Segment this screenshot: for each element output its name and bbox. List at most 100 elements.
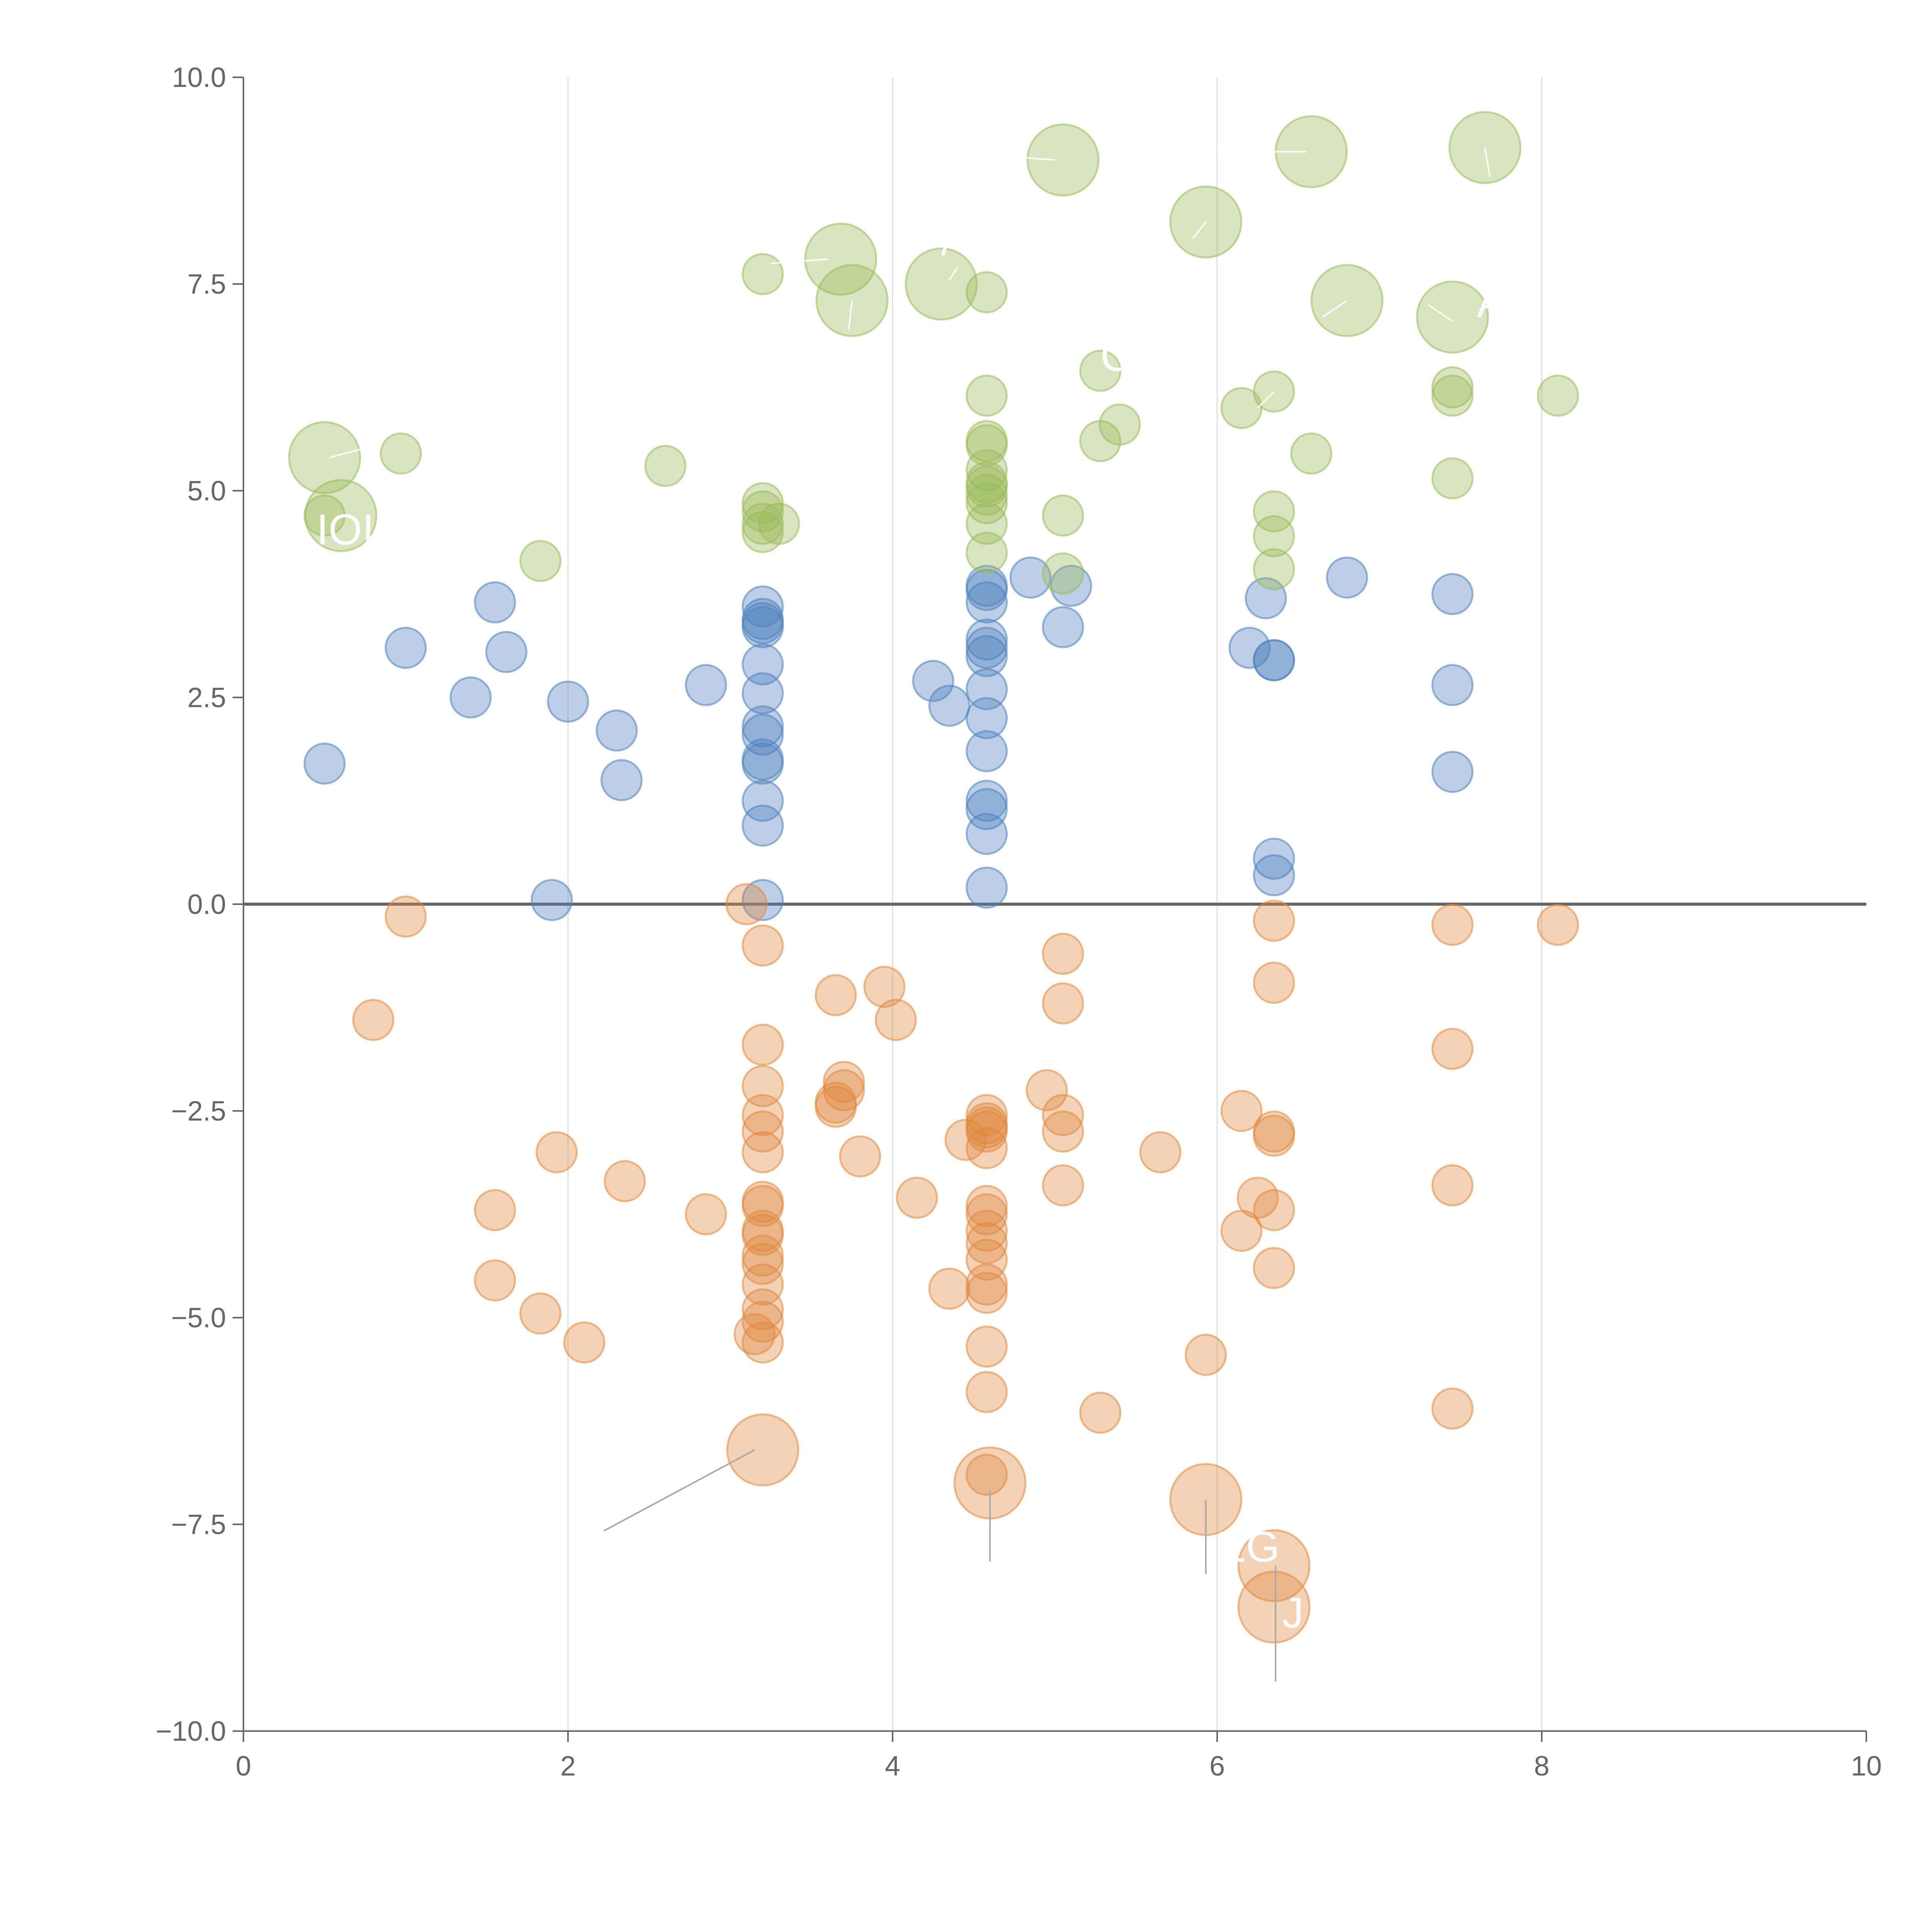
annotation-label: / [941, 216, 954, 264]
y-tick-label: −5.0 [171, 1303, 226, 1333]
large-data-point-green [1026, 123, 1100, 197]
data-point-orange [1253, 900, 1295, 942]
data-point-blue [600, 759, 643, 801]
data-point-blue [966, 730, 1008, 772]
large-data-point-green [1416, 281, 1489, 354]
annotation-layer: IOI C O A / EGJ [316, 216, 1506, 1637]
data-point-orange [742, 1321, 784, 1364]
data-point-blue [966, 813, 1008, 855]
data-point-orange [896, 1177, 938, 1219]
data-point-blue [595, 709, 638, 752]
data-point-orange [1042, 982, 1084, 1025]
x-tick-label: 0 [236, 1751, 251, 1782]
annotation-leader-line [1257, 391, 1275, 409]
axes-layer: 0 2 4 6 8 10 −10.0 −7.5 −5.0 −2.5 0.0 2.5 5.0 7.5 10.0 [156, 62, 1882, 1782]
data-point-blue [384, 627, 427, 669]
annotation-leader-line [1427, 304, 1453, 322]
data-point-blue [742, 713, 784, 756]
data-point-blue [1431, 664, 1474, 706]
data-point-blue [485, 631, 527, 673]
data-point-orange [384, 895, 427, 938]
data-point-orange [1079, 1391, 1122, 1434]
data-point-blue [1050, 565, 1092, 607]
data-point-green [1099, 403, 1141, 446]
data-point-blue [685, 664, 727, 706]
annotation-leader-line [998, 155, 1055, 161]
data-point-orange [536, 1131, 578, 1173]
data-point-orange [966, 1222, 1008, 1264]
data-point-green [1290, 432, 1333, 475]
data-point-orange [474, 1259, 516, 1302]
data-point-orange [966, 1454, 1008, 1496]
data-point-orange [352, 999, 395, 1041]
data-point-blue [1253, 854, 1295, 896]
points-layer [303, 253, 1579, 1496]
y-tick-label: −10.0 [156, 1716, 226, 1747]
annotation-leader-line [1192, 221, 1207, 239]
data-point-blue [966, 788, 1008, 830]
data-point-orange [1431, 904, 1474, 946]
data-point-green [1431, 374, 1474, 417]
data-point-orange [604, 1160, 646, 1202]
y-tick-label: −7.5 [171, 1509, 226, 1540]
data-point-orange [966, 1272, 1008, 1314]
data-point-green [742, 253, 784, 295]
data-point-orange [742, 1094, 784, 1136]
data-point-green [758, 503, 800, 545]
data-point-orange [733, 1313, 776, 1355]
data-point-green [1253, 548, 1295, 590]
data-point-blue [1253, 837, 1295, 880]
data-point-green [966, 424, 1008, 466]
data-point-orange [966, 1193, 1008, 1235]
data-point-orange [725, 883, 768, 925]
data-point-green [966, 503, 1008, 545]
annotation-leader-line [329, 449, 361, 459]
large-data-point-green [804, 223, 878, 296]
large-data-point-orange [1237, 1529, 1311, 1602]
data-point-orange [563, 1321, 605, 1364]
annotation-label: C [1100, 332, 1132, 380]
data-point-blue [531, 879, 573, 921]
data-point-blue [1431, 751, 1474, 793]
data-point-orange [1431, 1028, 1474, 1070]
data-point-orange [519, 1292, 562, 1335]
data-point-green [1431, 457, 1474, 500]
data-point-orange [863, 966, 906, 1008]
data-point-orange [742, 1185, 784, 1227]
data-point-orange [928, 1267, 971, 1310]
y-tick-label: 0.0 [187, 889, 226, 920]
data-point-green [966, 532, 1008, 574]
data-point-orange [1026, 1069, 1068, 1111]
y-tick-label: 10.0 [172, 62, 226, 93]
data-point-blue [742, 643, 784, 685]
data-point-blue [1431, 573, 1474, 615]
data-point-orange [1431, 1387, 1474, 1430]
data-point-orange [874, 999, 917, 1041]
data-point-blue [742, 879, 784, 921]
data-point-blue [966, 581, 1008, 624]
data-point-orange [1042, 1111, 1084, 1153]
data-point-orange [742, 924, 784, 967]
data-point-blue [1042, 606, 1084, 648]
data-point-blue [742, 804, 784, 847]
annotation-leader-line [1484, 147, 1491, 177]
x-tick-label: 10 [1851, 1751, 1882, 1782]
data-point-green [1253, 490, 1295, 532]
data-point-green [644, 445, 687, 487]
data-point-orange [839, 1135, 881, 1178]
data-point-orange [1042, 1094, 1084, 1136]
annotation-label: A [1477, 278, 1506, 327]
data-point-orange [944, 1119, 987, 1161]
data-point-orange [1185, 1333, 1227, 1376]
data-point-blue [303, 742, 346, 785]
data-point-orange [474, 1189, 516, 1231]
annotation-leader-line [848, 300, 853, 330]
data-point-orange [1253, 1189, 1295, 1231]
x-tick-label: 8 [1534, 1751, 1549, 1782]
data-point-orange [742, 1263, 784, 1306]
annotation-leader-line [1322, 300, 1348, 318]
data-point-orange [1253, 961, 1295, 1004]
data-point-orange [815, 974, 857, 1016]
data-point-orange [966, 1127, 1008, 1169]
